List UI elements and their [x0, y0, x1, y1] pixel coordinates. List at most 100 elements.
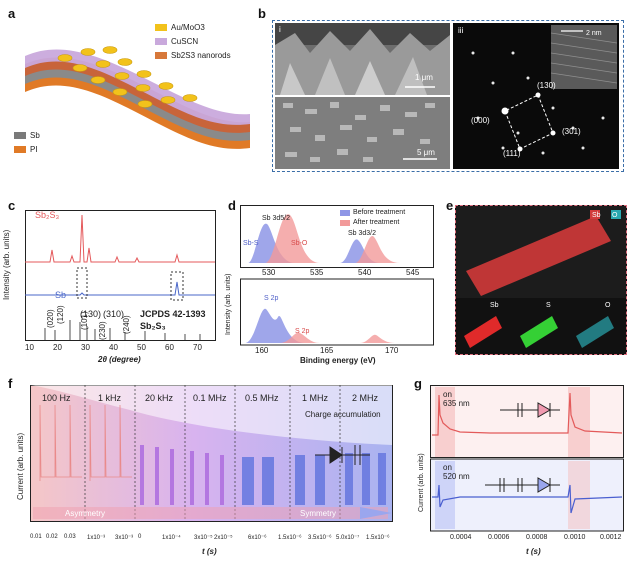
- g-diode-icon-top: [500, 402, 560, 418]
- f-traces-low: [39, 404, 132, 481]
- c-xtick: 10: [25, 343, 34, 352]
- g-trace-635: [432, 392, 623, 436]
- c-xtick: 30: [81, 343, 90, 352]
- f-xtick: 0.01: [30, 534, 42, 540]
- c-ylabel: Intensity (arb. units): [2, 229, 11, 300]
- f-xtick: 1.5x10⁻⁶: [366, 535, 390, 541]
- panel-a-letter: a: [8, 6, 16, 21]
- f-freq-label: 0.1 MHz: [193, 393, 227, 403]
- e-map-s: S: [546, 302, 551, 309]
- d-xtick: 540: [358, 268, 372, 277]
- xps-sbo-peak: [265, 214, 320, 263]
- panel-d-letter: d: [228, 198, 236, 213]
- c-peak-310: (310): [103, 309, 125, 319]
- e-legend-o: O: [612, 212, 618, 219]
- f-freq-label: 2 MHz: [352, 393, 379, 403]
- saed-pattern-image: [453, 23, 619, 169]
- xrd-trace-sb2s3: [25, 214, 215, 263]
- d-legend-after: After treatment: [353, 219, 400, 226]
- panel-f-letter: f: [8, 376, 13, 391]
- f-xtick: 5.0x10⁻⁷: [336, 535, 360, 541]
- g-xtick: 0.0010: [564, 534, 586, 541]
- c-peak-130-310: (130): [80, 309, 102, 319]
- f-xticks: 0.01 0.02 0.03 1x10⁻³ 3x10⁻³ 0 1x10⁻⁴ 3x…: [30, 534, 400, 544]
- sem-top-view-image: [275, 97, 450, 169]
- c-xtick: 40: [109, 343, 118, 352]
- eds-maps-image: [456, 206, 626, 352]
- f-freq-label: 1 kHz: [98, 393, 122, 403]
- e-map-o: O: [605, 302, 611, 309]
- c-series-sb2s3: Sb₂S₃: [35, 210, 60, 220]
- c-peak-120: (120): [56, 305, 65, 324]
- sem-sub-i: i: [279, 25, 281, 34]
- d-label-sbo: Sb-O: [291, 240, 308, 247]
- f-xtick: 0.02: [46, 534, 58, 540]
- g-diode-icon-bottom: [485, 477, 560, 493]
- f-charge-label: Charge accumulation: [305, 410, 381, 419]
- sem-scale-top: 1 μm: [415, 73, 433, 82]
- xps-sbs-peak: [248, 223, 295, 263]
- legend-sb2s3: Sb2S3 nanorods: [171, 51, 231, 60]
- c-peak-101: (101): [80, 311, 89, 330]
- f-xtick: 1x10⁻⁴: [162, 535, 181, 541]
- xps-s2p-before: [245, 308, 305, 343]
- xrd-reference-sticks: [44, 320, 201, 340]
- e-map-sb: Sb: [490, 302, 499, 309]
- f-traces-high: [242, 453, 386, 505]
- d-xtick: 535: [310, 268, 324, 277]
- legend-pi: PI: [30, 145, 38, 154]
- g-xtick: 0.0006: [488, 534, 510, 541]
- d-xtick: 170: [385, 346, 399, 355]
- d-ylabel: Intensity (arb. units): [225, 273, 232, 335]
- f-xtick: 3x10⁻³: [115, 535, 134, 541]
- panel-b-frame: i 1 μm 5 μm: [272, 20, 624, 172]
- f-xtick: 1x10⁻³: [87, 535, 106, 541]
- spot-000: (000): [471, 116, 490, 125]
- f-xtick: 6x10⁻⁶: [248, 535, 267, 541]
- f-frequency-chart: [30, 385, 393, 522]
- g-xtick: 0.0004: [450, 534, 472, 541]
- legend-sb: Sb: [30, 131, 40, 140]
- d-top-xticks: 530 535 540 545: [240, 268, 440, 278]
- spot-111: (111): [503, 149, 521, 158]
- d-xtick: 160: [255, 346, 269, 355]
- panel-b-letter: b: [258, 6, 266, 21]
- f-freq-labels: 100 Hz 1 kHz 20 kHz 0.1 MHz 0.5 MHz 1 MH…: [30, 393, 400, 405]
- d-xtick: 165: [320, 346, 334, 355]
- f-xtick: 1.5x10⁻⁶: [278, 535, 302, 541]
- d-label-sb3d32: Sb 3d3/2: [348, 230, 377, 237]
- eds-map-frame: [455, 205, 627, 355]
- spot-301: (301): [562, 127, 581, 136]
- d-xlabel: Binding energy (eV): [300, 356, 376, 365]
- c-xtick: 50: [137, 343, 146, 352]
- c-peak-230: (230): [98, 321, 107, 340]
- c-ref-compound: Sb₂S₃: [140, 321, 166, 331]
- legend-cuscn: CuSCN: [171, 37, 199, 46]
- c-ref-card: JCPDS 42-1393: [140, 309, 206, 319]
- f-sym-label: Symmetry: [300, 509, 336, 518]
- panel-c-letter: c: [8, 198, 16, 213]
- f-ylabel: Current (arb. units): [16, 432, 25, 500]
- f-diode-icon: [315, 445, 370, 465]
- e-legend-sb: Sb: [592, 212, 601, 219]
- legend-au: Au/MoO3: [171, 23, 205, 32]
- f-freq-label: 1 MHz: [302, 393, 329, 403]
- d-xtick: 530: [262, 268, 276, 277]
- c-peak-240: (240): [122, 315, 131, 334]
- g-trace-520: [432, 484, 623, 514]
- au-electrodes: [57, 46, 198, 108]
- d-bottom-xticks: 160 165 170: [240, 346, 440, 356]
- xrd-trace-sb: [25, 281, 215, 296]
- d-xtick: 545: [406, 268, 420, 277]
- panel-e-letter: e: [446, 198, 454, 213]
- spot-130: (130): [537, 81, 556, 90]
- g-xtick: 0.0008: [526, 534, 548, 541]
- panel-a-device-illustration: [14, 24, 250, 153]
- sem-cross-section-image: [275, 23, 450, 95]
- g-xlabel: t (s): [526, 547, 541, 556]
- xrd-chart: [25, 210, 216, 341]
- g-bottom-on: on: [443, 463, 452, 472]
- c-peak-020: (020): [46, 309, 55, 328]
- d-label-s2p-after: S 2p: [295, 328, 310, 335]
- d-label-s2p-before: S 2p: [264, 295, 279, 302]
